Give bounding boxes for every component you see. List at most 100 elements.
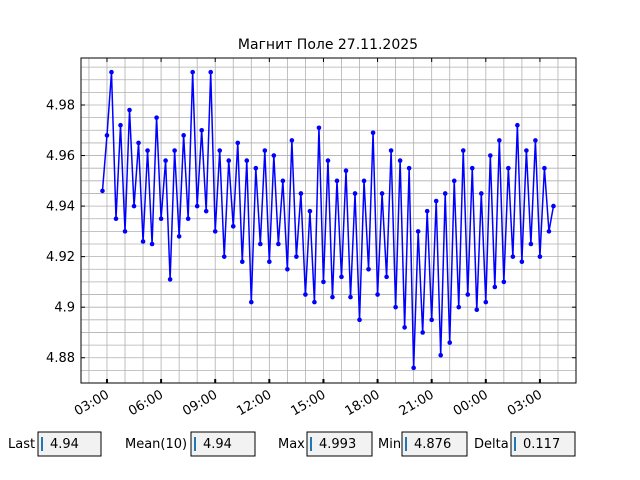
data-point bbox=[248, 299, 254, 305]
data-point bbox=[167, 277, 173, 282]
data-point bbox=[140, 239, 146, 244]
data-point bbox=[492, 284, 498, 290]
data-point bbox=[294, 254, 299, 259]
data-point bbox=[239, 259, 245, 264]
data-point bbox=[172, 148, 177, 153]
data-point bbox=[199, 127, 204, 133]
data-point bbox=[393, 304, 398, 310]
stat-value: 4.94 bbox=[203, 437, 232, 452]
data-point bbox=[497, 138, 502, 143]
data-point bbox=[221, 254, 227, 259]
data-point bbox=[271, 153, 277, 158]
stat-label: Min bbox=[378, 437, 401, 452]
data-point bbox=[537, 254, 543, 259]
data-point bbox=[515, 122, 520, 128]
stat-field bbox=[401, 431, 468, 457]
data-point bbox=[447, 340, 453, 345]
data-point bbox=[406, 165, 412, 171]
data-point bbox=[109, 69, 114, 75]
data-point bbox=[298, 191, 304, 196]
data-point bbox=[158, 216, 164, 222]
data-point bbox=[465, 292, 471, 297]
data-point bbox=[411, 365, 416, 371]
stat-field bbox=[306, 431, 373, 457]
data-point bbox=[208, 69, 214, 75]
data-point bbox=[154, 115, 159, 120]
data-point bbox=[510, 254, 516, 259]
y-tick-label: 4.92 bbox=[46, 250, 75, 265]
data-point bbox=[190, 69, 195, 75]
data-point bbox=[100, 188, 105, 194]
data-point bbox=[388, 148, 394, 153]
data-point bbox=[379, 191, 385, 196]
stat-value: 4.876 bbox=[414, 437, 451, 452]
data-point bbox=[262, 148, 268, 153]
stat-value: 4.993 bbox=[319, 437, 356, 452]
data-point bbox=[235, 140, 241, 146]
data-point bbox=[542, 165, 547, 171]
data-point bbox=[280, 178, 286, 184]
data-point bbox=[402, 325, 407, 330]
chart-title: Магнит Поле 27.11.2025 bbox=[238, 37, 418, 53]
data-point bbox=[524, 148, 529, 153]
data-point bbox=[149, 241, 155, 247]
data-point bbox=[127, 107, 132, 113]
data-point bbox=[339, 274, 344, 280]
data-point bbox=[357, 317, 362, 323]
data-point bbox=[176, 234, 182, 239]
data-point bbox=[334, 178, 340, 184]
data-point bbox=[330, 294, 335, 300]
data-point bbox=[113, 216, 119, 222]
data-point bbox=[185, 216, 191, 222]
data-point bbox=[456, 304, 462, 310]
data-point bbox=[352, 191, 358, 196]
data-point bbox=[451, 178, 457, 184]
stat-label: Max bbox=[278, 437, 305, 452]
data-point bbox=[528, 241, 534, 247]
data-point bbox=[316, 125, 322, 131]
data-point bbox=[361, 178, 367, 184]
data-point bbox=[217, 148, 223, 153]
data-point bbox=[519, 259, 525, 264]
data-point bbox=[325, 158, 331, 163]
data-point bbox=[181, 133, 186, 138]
data-point bbox=[474, 307, 480, 313]
data-point bbox=[226, 158, 232, 163]
stat-value: 0.117 bbox=[523, 437, 560, 452]
data-point bbox=[122, 229, 128, 234]
data-point bbox=[424, 208, 430, 214]
data-point bbox=[212, 229, 218, 234]
data-point bbox=[429, 317, 434, 323]
data-point bbox=[230, 224, 236, 229]
data-point bbox=[442, 191, 448, 196]
y-tick-label: 4.96 bbox=[46, 149, 75, 164]
data-point bbox=[488, 153, 493, 158]
data-point bbox=[307, 208, 313, 214]
data-point bbox=[203, 208, 209, 214]
data-point bbox=[469, 165, 475, 171]
data-point bbox=[289, 138, 295, 143]
data-point bbox=[131, 203, 137, 209]
data-point bbox=[397, 158, 403, 163]
data-point bbox=[375, 292, 380, 297]
data-point bbox=[438, 352, 444, 358]
data-point bbox=[533, 138, 538, 143]
data-point bbox=[267, 259, 272, 264]
data-point bbox=[303, 292, 308, 297]
plot-frame bbox=[80, 57, 577, 384]
stat-field bbox=[190, 431, 256, 457]
stat-field bbox=[510, 431, 576, 457]
data-point bbox=[546, 229, 552, 234]
data-point bbox=[253, 165, 259, 171]
data-point bbox=[118, 122, 123, 128]
data-point bbox=[483, 299, 489, 305]
stat-value: 4.94 bbox=[50, 437, 79, 452]
data-point bbox=[370, 130, 376, 136]
data-point bbox=[244, 158, 250, 163]
data-point bbox=[163, 158, 168, 163]
data-point bbox=[343, 168, 349, 174]
data-point bbox=[433, 198, 439, 204]
stat-label: Mean(10) bbox=[125, 437, 187, 452]
data-point bbox=[276, 241, 281, 247]
